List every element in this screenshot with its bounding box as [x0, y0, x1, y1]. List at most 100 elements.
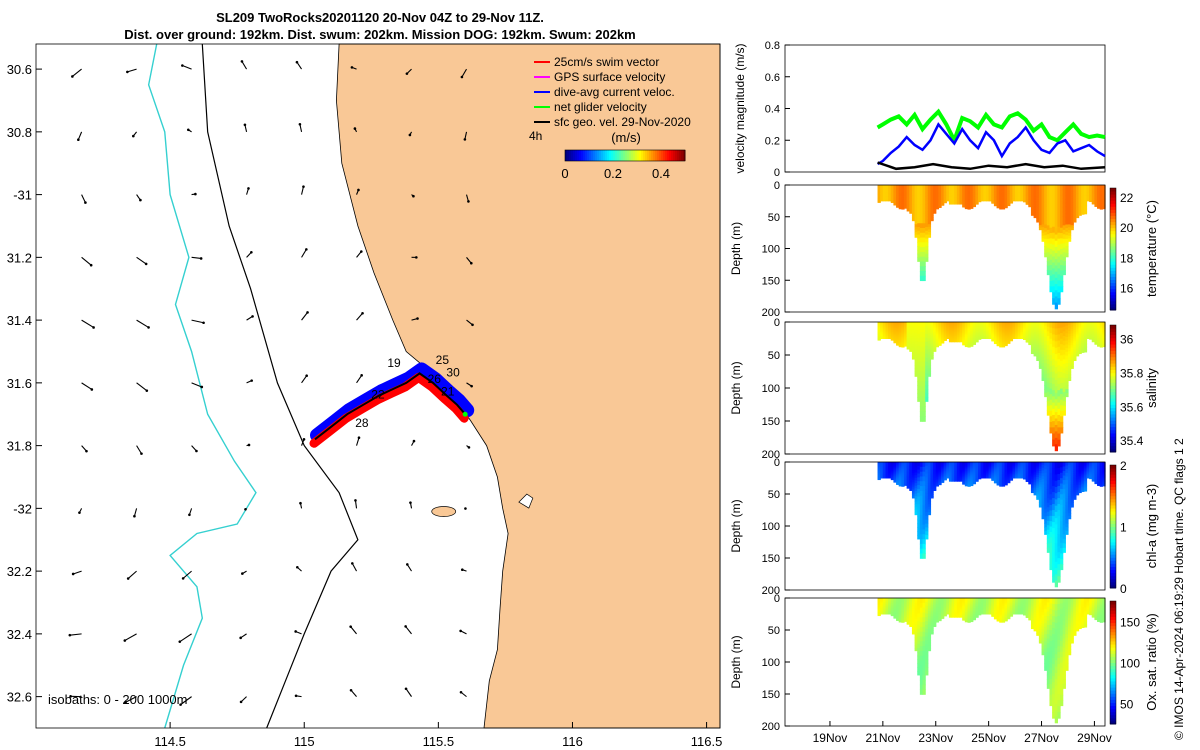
section-cell [1041, 193, 1045, 197]
section-cell [1083, 209, 1088, 212]
section-cell [1097, 201, 1101, 203]
section-cell [1052, 208, 1056, 216]
section-cell [1020, 329, 1024, 331]
section-cell [1041, 351, 1045, 355]
section-cell [946, 336, 950, 338]
section-cell [985, 334, 990, 336]
section-cell [930, 483, 934, 486]
section-cell [1017, 189, 1021, 192]
map-y-tick-label: 32.2 [7, 564, 32, 579]
section-cell [890, 336, 895, 338]
section-cell [911, 353, 916, 356]
section-cell [922, 322, 926, 328]
section-cell [1089, 324, 1093, 326]
section-cell [948, 323, 953, 326]
section-cell [1065, 185, 1069, 190]
section-cell [1025, 198, 1029, 200]
section-cell [933, 333, 937, 336]
section-cell [882, 186, 887, 188]
section-cell [985, 199, 990, 201]
section-cell [885, 322, 889, 325]
section-y-tick-label: 200 [762, 307, 780, 319]
section-cell [1052, 359, 1056, 366]
section-cell [1025, 185, 1029, 187]
section-cell [888, 468, 892, 470]
section-cell [930, 192, 934, 195]
section-cell [898, 206, 902, 209]
section-cell [983, 474, 987, 477]
section-cell [1083, 195, 1088, 198]
section-cell [885, 473, 889, 475]
section-cell [1023, 336, 1027, 338]
section-cell [978, 322, 982, 325]
section-cell [1049, 377, 1053, 384]
section-cell [888, 188, 892, 190]
section-cell [882, 463, 887, 465]
section-cell [943, 466, 947, 468]
section-cell [1091, 185, 1096, 188]
section-cell [980, 336, 984, 339]
section-cell [1015, 333, 1019, 335]
section-cell [988, 465, 992, 467]
section-cell [890, 197, 895, 199]
section-cell [919, 218, 924, 224]
section-cell [922, 356, 926, 363]
section-cell [1004, 325, 1008, 328]
section-cell [893, 464, 897, 466]
section-cell [1102, 322, 1106, 324]
section-cell [1007, 463, 1011, 465]
section-cell [988, 324, 992, 326]
section-cell [988, 191, 992, 193]
section-cell [941, 466, 945, 468]
section-cell [914, 483, 918, 487]
section-cell [1078, 209, 1082, 212]
section-cell [1089, 337, 1093, 339]
section-cell [1065, 246, 1069, 251]
section-cell [1023, 188, 1027, 190]
section-cell [927, 496, 932, 500]
section-cell [1078, 185, 1082, 188]
section-cell [991, 339, 995, 342]
section-cell [956, 322, 961, 325]
section-cell [1007, 187, 1011, 189]
section-cell [1004, 473, 1008, 476]
section-cell [993, 323, 998, 325]
section-cell [999, 201, 1003, 204]
section-cell [975, 472, 979, 475]
section-cell [1091, 201, 1096, 203]
section-cell [933, 194, 937, 197]
section-cell [1054, 437, 1058, 445]
section-cell [1086, 332, 1090, 335]
section-cell [911, 478, 916, 481]
section-cell [925, 365, 929, 371]
section-cell [1062, 396, 1066, 402]
section-cell [1094, 339, 1098, 342]
section-cell [1012, 474, 1016, 477]
section-cell [901, 186, 905, 188]
section-cell [1033, 212, 1037, 215]
section-cell [906, 342, 910, 345]
section-y-tick-label: 150 [762, 416, 780, 428]
section-cell [888, 194, 892, 196]
section-cell [1012, 329, 1016, 331]
section-cell [906, 207, 910, 209]
section-cell [975, 331, 979, 334]
section-cell [1020, 187, 1024, 189]
section-cell [933, 335, 937, 338]
section-cell [1057, 402, 1061, 410]
section-cell [1102, 344, 1106, 346]
sfc-vector-head [305, 248, 308, 251]
section-cell [993, 342, 998, 345]
section-cell [1099, 334, 1103, 337]
section-cell [933, 486, 937, 489]
section-cell [943, 193, 947, 196]
section-cell [1097, 331, 1101, 334]
section-cell [1049, 243, 1053, 250]
section-cell [938, 196, 942, 198]
section-cell [901, 185, 905, 187]
section-cell [904, 194, 908, 196]
section-cell [911, 472, 916, 476]
section-cell [1091, 191, 1096, 194]
section-cell [956, 322, 961, 324]
section-cell [877, 472, 881, 474]
